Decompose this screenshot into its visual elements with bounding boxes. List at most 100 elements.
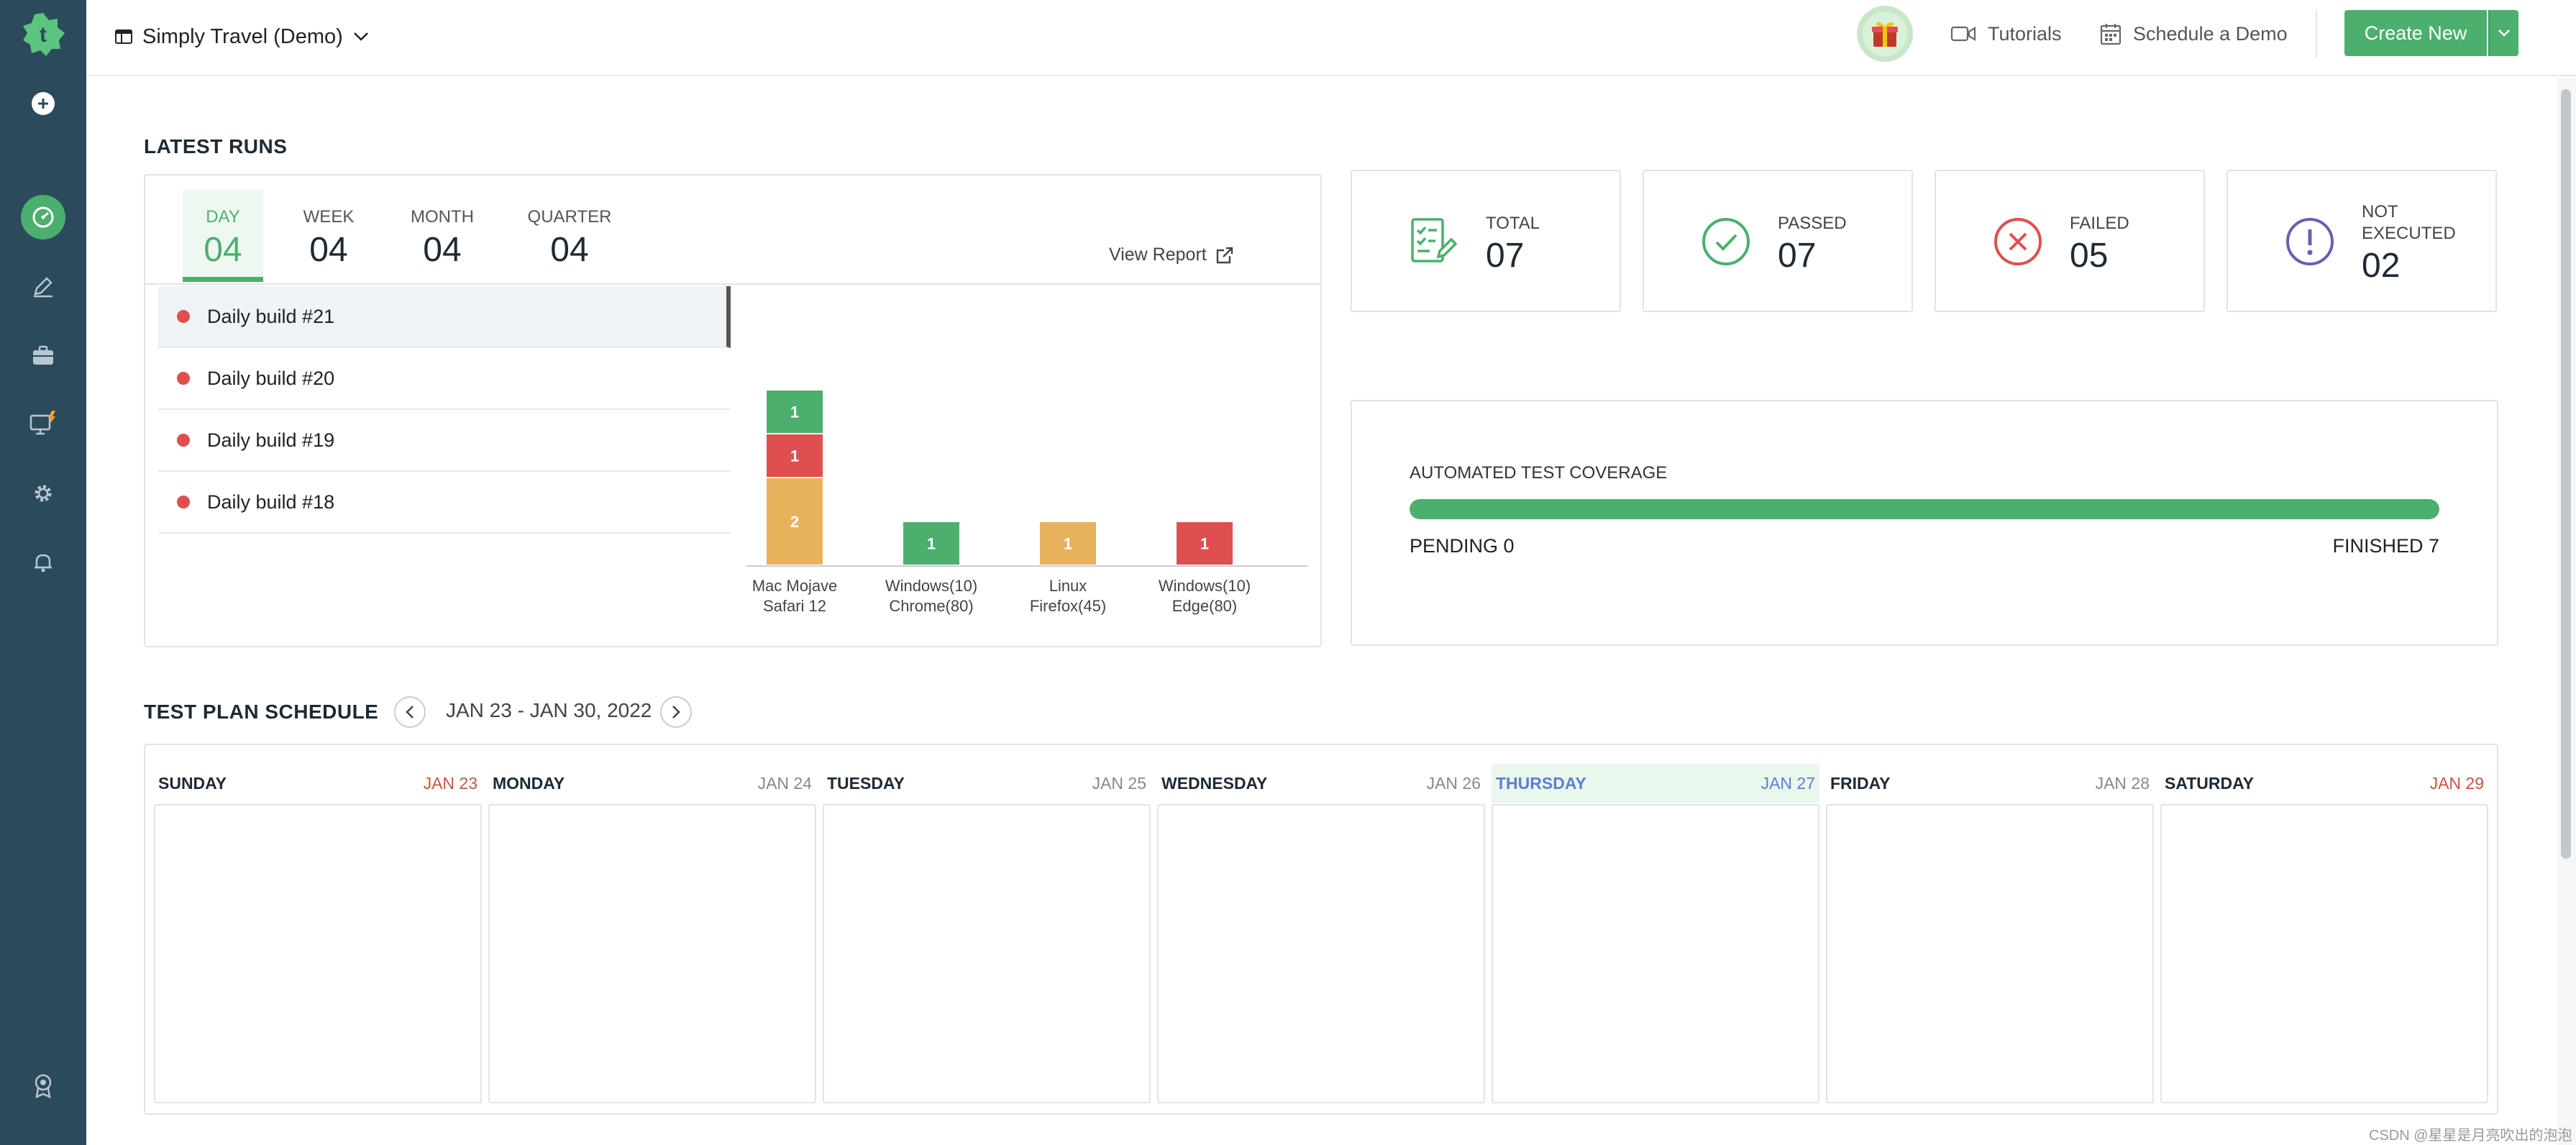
tab-day-value: 04 — [204, 231, 242, 269]
day-column-saturday: SATURDAY JAN 29 — [2160, 764, 2488, 1103]
stat-failed-label: FAILED — [2070, 214, 2129, 233]
schedule-demo-label: Schedule a Demo — [2133, 22, 2288, 45]
day-cell[interactable] — [2160, 804, 2488, 1103]
page-scrollbar[interactable] — [2557, 78, 2576, 1145]
bar-value-label: 1 — [790, 447, 799, 465]
day-date: JAN 27 — [1760, 773, 1815, 793]
list-item[interactable]: Daily build #19 — [158, 410, 731, 472]
next-week-button[interactable] — [660, 696, 692, 728]
briefcase-icon[interactable] — [0, 327, 86, 384]
award-badge-icon[interactable] — [0, 1057, 86, 1115]
day-column-tuesday: TUESDAY JAN 25 — [823, 764, 1151, 1103]
list-item[interactable]: Daily build #18 — [158, 472, 731, 534]
coverage-progress-bar — [1410, 499, 2439, 519]
create-new-button[interactable]: Create New — [2344, 10, 2487, 56]
external-link-icon — [1216, 247, 1233, 263]
latest-runs-title: LATEST RUNS — [144, 135, 288, 158]
x-circle-icon — [1991, 214, 2045, 269]
coverage-title: AUTOMATED TEST COVERAGE — [1410, 463, 1668, 483]
x-tick-label: Windows(10) — [1159, 577, 1251, 595]
schedule-date-range: JAN 23 - JAN 30, 2022 — [446, 699, 652, 721]
view-report-link[interactable]: View Report — [1109, 245, 1234, 265]
day-date: JAN 25 — [1092, 773, 1146, 793]
stat-card-passed[interactable]: PASSED 07 — [1643, 170, 1913, 312]
chevron-left-icon — [406, 706, 414, 719]
bar-segment[interactable] — [767, 434, 823, 477]
watermark: CSDN @星星是月亮吹出的泡泡 — [2369, 1128, 2572, 1144]
prev-week-button[interactable] — [394, 696, 426, 728]
day-cell[interactable] — [488, 804, 816, 1103]
stat-card-total[interactable]: TOTAL 07 — [1351, 170, 1621, 312]
gift-icon — [1872, 22, 1898, 47]
bar-value-label: 1 — [790, 403, 799, 421]
day-header: SUNDAY JAN 23 — [154, 764, 482, 803]
day-cell[interactable] — [1492, 804, 1819, 1103]
bar-segment[interactable] — [1177, 522, 1233, 565]
period-tabs: DAY 04 WEEK 04 MONTH 04 QUARTER 04 View … — [145, 175, 1320, 285]
build-name: Daily build #19 — [207, 429, 335, 451]
checklist-edit-icon — [1407, 214, 1461, 269]
tutorials-link[interactable]: Tutorials — [1950, 16, 2062, 52]
tab-month-value: 04 — [423, 231, 462, 269]
stat-passed-value: 07 — [1778, 237, 1817, 275]
day-column-wednesday: WEDNESDAY JAN 26 — [1157, 764, 1485, 1103]
create-new-dropdown-button[interactable] — [2488, 10, 2518, 56]
tutorials-label: Tutorials — [1988, 22, 2062, 45]
calendar-icon — [2100, 24, 2121, 45]
tab-month[interactable]: MONTH 04 — [397, 190, 488, 282]
project-selector[interactable]: Simply Travel (Demo) — [115, 19, 369, 55]
failed-status-dot — [177, 434, 190, 447]
day-name: THURSDAY — [1496, 773, 1586, 793]
view-report-label: View Report — [1109, 245, 1207, 265]
svg-text:t: t — [40, 23, 47, 47]
settings-gear-icon[interactable] — [0, 465, 86, 522]
chevron-down-icon — [353, 32, 368, 41]
tab-month-label: MONTH — [411, 207, 474, 227]
list-item[interactable]: Daily build #21 — [158, 286, 731, 348]
monitor-icon[interactable] — [0, 396, 86, 453]
bar-value-label: 1 — [1200, 535, 1209, 553]
failed-status-dot — [177, 496, 190, 508]
stat-failed-value: 05 — [2070, 237, 2109, 275]
day-date: JAN 29 — [2429, 773, 2484, 793]
day-cell[interactable] — [1826, 804, 2154, 1103]
gift-button[interactable] — [1857, 6, 1913, 62]
header-divider — [2316, 10, 2317, 58]
stat-total-label: TOTAL — [1486, 214, 1540, 233]
schedule-demo-link[interactable]: Schedule a Demo — [2100, 16, 2288, 52]
day-cell[interactable] — [1157, 804, 1485, 1103]
week-calendar: SUNDAY JAN 23 MONDAY JAN 24 TUESDAY JAN 25 WED… — [144, 744, 2498, 1115]
bar-segment[interactable] — [767, 391, 823, 433]
x-tick-label: Safari 12 — [763, 597, 826, 615]
stat-card-not-executed[interactable]: NOT EXECUTED 02 — [2226, 170, 2497, 312]
day-name: WEDNESDAY — [1161, 773, 1268, 793]
x-tick-label: Linux — [1049, 577, 1087, 595]
bar-segment[interactable] — [767, 478, 823, 565]
bar-value-label: 1 — [1064, 535, 1072, 553]
scrollbar-thumb[interactable] — [2561, 89, 2571, 859]
tab-day[interactable]: DAY 04 — [183, 190, 263, 282]
dashboard-icon[interactable] — [0, 188, 86, 246]
stat-not-executed-label-line2: EXECUTED — [2362, 224, 2456, 243]
day-cell[interactable] — [154, 804, 482, 1103]
day-date: JAN 28 — [2095, 773, 2150, 793]
bar-segment[interactable] — [1040, 522, 1096, 565]
day-column-sunday: SUNDAY JAN 23 — [154, 764, 482, 1103]
app-logo-icon[interactable]: t — [0, 6, 86, 63]
day-header: WEDNESDAY JAN 26 — [1157, 764, 1485, 803]
coverage-finished: FINISHED 7 — [2332, 535, 2439, 557]
tab-quarter[interactable]: QUARTER 04 — [516, 190, 623, 282]
day-cell[interactable] — [823, 804, 1151, 1103]
stat-card-failed[interactable]: FAILED 05 — [1935, 170, 2205, 312]
day-date: JAN 23 — [423, 773, 478, 793]
build-list: Daily build #21 Daily build #20 Daily bu… — [158, 286, 731, 534]
list-item[interactable]: Daily build #20 — [158, 348, 731, 410]
bell-icon[interactable] — [0, 534, 86, 591]
stat-not-executed-label-line1: NOT — [2362, 202, 2398, 222]
day-date: JAN 26 — [1426, 773, 1481, 793]
edit-icon[interactable] — [0, 257, 86, 315]
x-tick-label: Mac Mojave — [752, 577, 838, 595]
bar-segment[interactable] — [903, 522, 959, 565]
add-circle-icon[interactable] — [0, 75, 86, 132]
tab-week[interactable]: WEEK 04 — [289, 190, 368, 282]
